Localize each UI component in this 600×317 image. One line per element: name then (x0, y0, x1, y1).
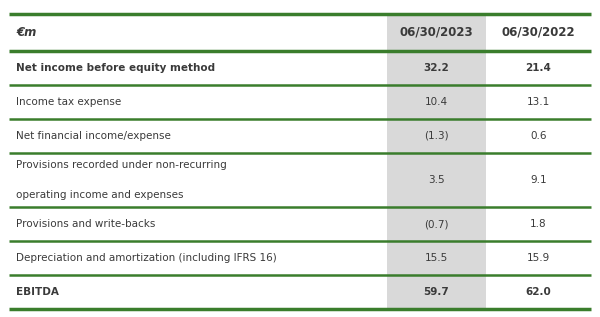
Text: 0.6: 0.6 (530, 131, 547, 141)
Text: Depreciation and amortization (including IFRS 16): Depreciation and amortization (including… (16, 253, 277, 263)
Text: €m: €m (16, 26, 37, 39)
Text: 15.5: 15.5 (425, 253, 448, 263)
Bar (387, 14, 486, 309)
Text: (1.3): (1.3) (424, 131, 449, 141)
Text: (0.7): (0.7) (424, 219, 449, 229)
Text: 06/30/2022: 06/30/2022 (502, 26, 575, 39)
Text: 10.4: 10.4 (425, 97, 448, 107)
Text: 15.9: 15.9 (527, 253, 550, 263)
Text: Net financial income/expense: Net financial income/expense (16, 131, 171, 141)
Text: 62.0: 62.0 (526, 287, 551, 297)
Text: Provisions recorded under non-recurring: Provisions recorded under non-recurring (16, 160, 227, 170)
Text: 32.2: 32.2 (424, 63, 449, 73)
Text: Net income before equity method: Net income before equity method (16, 63, 215, 73)
Text: Income tax expense: Income tax expense (16, 97, 121, 107)
Text: 9.1: 9.1 (530, 175, 547, 185)
Text: Provisions and write-backs: Provisions and write-backs (16, 219, 155, 229)
Text: 59.7: 59.7 (424, 287, 449, 297)
Text: 21.4: 21.4 (526, 63, 551, 73)
Text: 13.1: 13.1 (527, 97, 550, 107)
Text: operating income and expenses: operating income and expenses (16, 190, 184, 200)
Text: 3.5: 3.5 (428, 175, 445, 185)
Text: 06/30/2023: 06/30/2023 (400, 26, 473, 39)
Text: EBITDA: EBITDA (16, 287, 59, 297)
Text: 1.8: 1.8 (530, 219, 547, 229)
